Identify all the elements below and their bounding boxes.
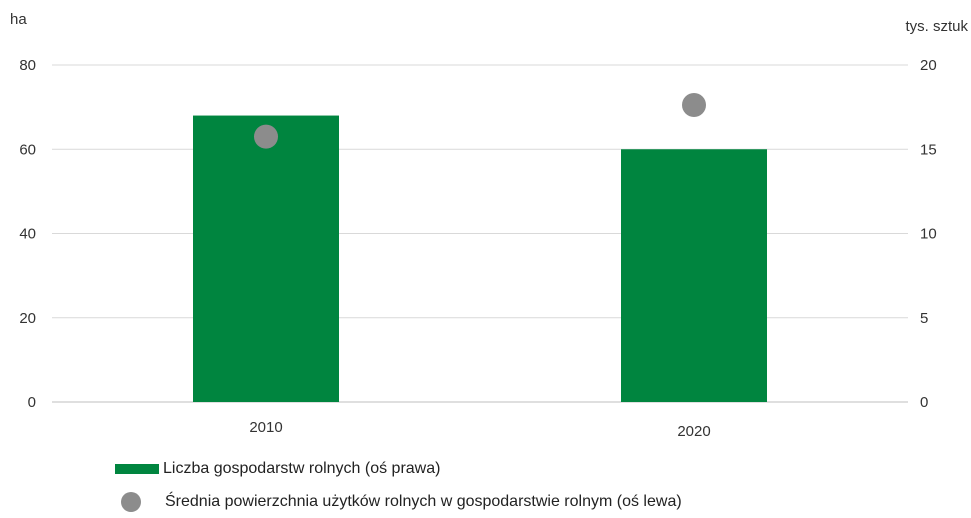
left-tick-label: 20 — [19, 310, 36, 327]
right-tick-label: 20 — [920, 57, 937, 74]
right-tick-label: 10 — [920, 226, 937, 243]
legend: Liczba gospodarstw rolnych (oś prawa) Śr… — [115, 452, 682, 518]
legend-bar-label: Liczba gospodarstw rolnych (oś prawa) — [163, 459, 441, 477]
right-axis-unit: tys. sztuk — [905, 18, 968, 35]
category-label: 2020 — [677, 423, 710, 440]
right-tick-label: 15 — [920, 141, 937, 158]
dot-2020 — [682, 93, 706, 118]
left-tick-label: 0 — [28, 394, 36, 411]
legend-item-bar: Liczba gospodarstw rolnych (oś prawa) — [115, 452, 682, 485]
legend-dot-swatch — [121, 491, 141, 512]
left-tick-label: 40 — [19, 226, 36, 243]
bar-2010 — [193, 115, 339, 403]
right-tick-label: 5 — [920, 310, 928, 327]
dot-2010 — [254, 124, 278, 149]
legend-item-dot: Średnia powierzchnia użytków rolnych w g… — [115, 485, 682, 518]
legend-bar-swatch — [115, 463, 159, 474]
right-tick-label: 0 — [920, 394, 928, 411]
legend-dot-label: Średnia powierzchnia użytków rolnych w g… — [165, 492, 682, 510]
left-tick-label: 80 — [19, 57, 36, 74]
left-tick-label: 60 — [19, 141, 36, 158]
chart: ha tys. sztuk 80 60 40 20 0 20 15 10 5 0 2010 202… — [10, 11, 968, 440]
category-label: 2010 — [249, 419, 282, 436]
left-axis-unit: ha — [10, 11, 27, 28]
bar-2020 — [621, 149, 767, 402]
